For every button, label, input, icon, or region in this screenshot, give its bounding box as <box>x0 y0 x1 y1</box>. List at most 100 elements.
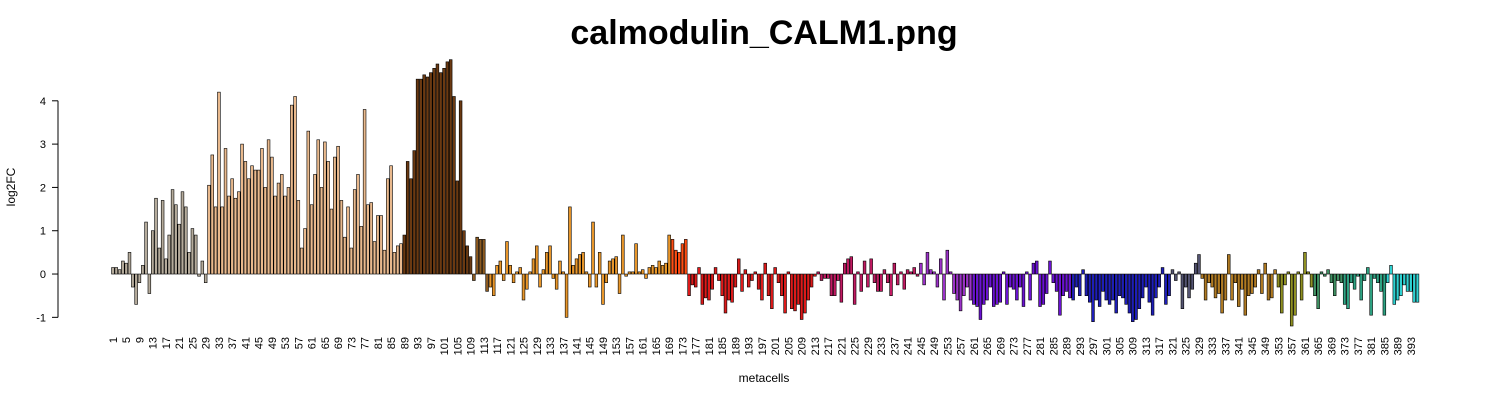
bar <box>786 271 791 275</box>
bar <box>799 273 804 320</box>
bar <box>833 273 837 296</box>
bar <box>1399 273 1403 296</box>
x-tick-label: 61 <box>307 337 319 349</box>
bar <box>1197 254 1201 275</box>
bar <box>1366 267 1370 275</box>
x-tick-label: 89 <box>399 337 411 349</box>
bar <box>303 228 307 275</box>
bar <box>343 236 347 275</box>
bar <box>1104 273 1108 301</box>
bar <box>250 165 254 275</box>
bar <box>1329 273 1334 283</box>
x-tick-label: 309 <box>1128 337 1140 355</box>
bar <box>468 256 473 275</box>
bar <box>558 260 562 275</box>
bar <box>1154 273 1158 299</box>
bar <box>1253 273 1257 288</box>
x-tick-label: 313 <box>1141 337 1153 355</box>
bar <box>1280 273 1284 314</box>
bar <box>905 269 910 275</box>
bar <box>578 254 582 275</box>
bar <box>478 239 483 275</box>
bar <box>1058 273 1062 316</box>
bar <box>233 197 238 275</box>
bar <box>362 109 367 275</box>
bar <box>644 273 648 279</box>
bar <box>1008 273 1012 288</box>
bar <box>862 260 867 275</box>
bar <box>793 273 797 312</box>
x-tick-label: 93 <box>413 337 425 349</box>
bar <box>495 265 499 275</box>
bar <box>247 178 251 275</box>
bar <box>965 273 969 288</box>
bar <box>1213 273 1218 299</box>
bar <box>286 187 291 275</box>
bar <box>1064 273 1069 292</box>
bar <box>518 267 522 275</box>
bar <box>290 104 294 275</box>
bar <box>535 245 539 275</box>
bar <box>1164 273 1168 305</box>
x-tick-label: 153 <box>611 337 623 355</box>
bar <box>1035 260 1039 275</box>
y-axis-label: log2FC <box>4 167 18 206</box>
bar <box>1339 273 1344 283</box>
bar <box>333 156 337 275</box>
bar <box>1299 273 1304 301</box>
bar <box>144 221 148 275</box>
bar <box>1382 273 1387 316</box>
x-tick-label: 393 <box>1406 337 1418 355</box>
bar <box>147 273 152 294</box>
bar <box>1233 273 1238 283</box>
bar <box>849 256 853 275</box>
bar <box>1246 273 1251 296</box>
bar <box>1223 273 1228 301</box>
bar <box>1200 273 1204 279</box>
x-tick-label: 133 <box>545 337 557 355</box>
bar <box>713 267 718 275</box>
bar <box>160 200 165 275</box>
bar <box>190 228 195 275</box>
x-tick-label: 217 <box>823 337 835 355</box>
bar <box>680 243 685 275</box>
bar <box>1048 260 1052 275</box>
bar <box>687 273 691 296</box>
bar <box>154 197 158 275</box>
bar <box>1309 273 1314 288</box>
bar <box>180 191 185 275</box>
bar <box>392 252 397 275</box>
bar <box>1356 273 1360 277</box>
bar <box>1124 273 1128 305</box>
bar <box>1227 254 1231 275</box>
bar <box>1038 273 1042 307</box>
bar <box>545 252 549 275</box>
bar <box>978 273 983 320</box>
bar <box>194 234 198 275</box>
bar <box>1041 273 1046 305</box>
bar <box>217 91 221 275</box>
bar <box>356 174 360 275</box>
bar <box>164 258 168 275</box>
bar <box>1203 273 1208 301</box>
bar <box>829 273 834 296</box>
bar <box>435 63 440 275</box>
bar <box>948 271 953 275</box>
x-tick-label: 289 <box>1062 337 1074 355</box>
x-tick-label: 261 <box>969 337 981 355</box>
bar <box>475 236 479 275</box>
bar <box>631 271 635 275</box>
bar <box>1289 273 1294 327</box>
bar <box>525 273 529 290</box>
bar <box>326 161 330 275</box>
bar <box>1266 273 1271 301</box>
bar <box>379 215 383 275</box>
bar <box>1230 273 1234 301</box>
bar <box>915 273 920 277</box>
x-tick-label: 317 <box>1154 337 1166 355</box>
bar <box>773 267 777 275</box>
bar <box>700 273 705 305</box>
bar <box>521 273 526 301</box>
bar <box>1352 273 1357 290</box>
